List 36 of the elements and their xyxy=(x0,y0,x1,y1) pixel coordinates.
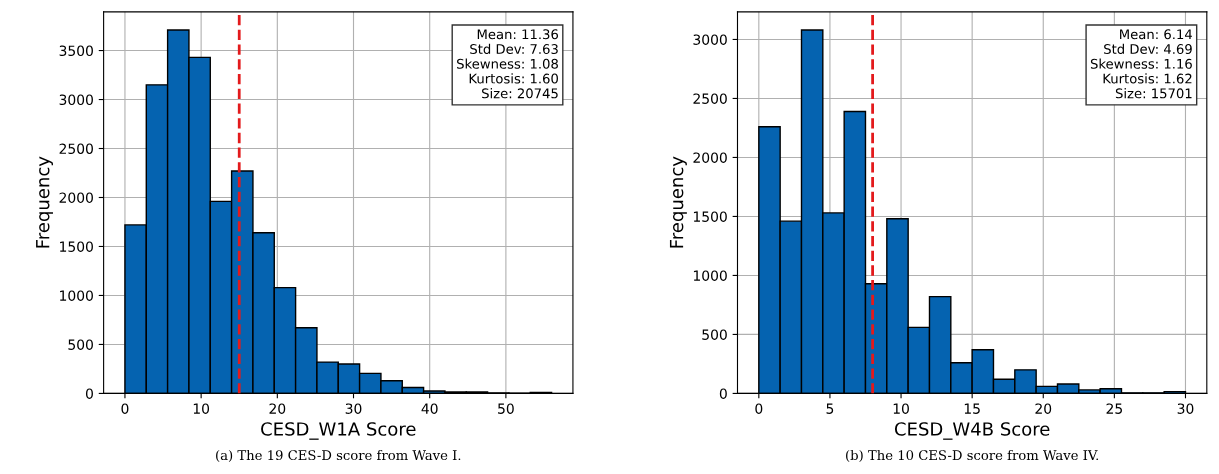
y-tick-label: 3000 xyxy=(693,34,727,45)
x-tick-label: 0 xyxy=(755,403,763,414)
y-tick-label: 0 xyxy=(85,388,93,399)
x-tick-label: 50 xyxy=(498,403,514,414)
y-axis-title: Frequency xyxy=(669,156,687,248)
x-tick-label: 25 xyxy=(1106,403,1122,414)
y-axis-title: Frequency xyxy=(36,156,53,248)
x-axis-title: CESD_W4B Score xyxy=(894,422,1050,440)
y-tick-label: 1500 xyxy=(60,241,93,252)
x-tick-label: 5 xyxy=(826,403,834,414)
y-tick-label: 1500 xyxy=(693,211,727,222)
x-tick-label: 40 xyxy=(421,403,438,414)
annotation: Mean: 11.36 Std Dev: 7.63 Skewness: 1.08 Kurtosis: 1.60 Size: 20745 xyxy=(457,29,559,99)
x-tick-label: 15 xyxy=(964,403,980,414)
x-tick-label: 0 xyxy=(121,403,129,414)
y-tick-label: 2500 xyxy=(59,143,93,154)
x-tick-label: 10 xyxy=(893,403,909,414)
y-tick-label: 0 xyxy=(719,388,727,399)
x-tick-label: 20 xyxy=(1035,403,1052,414)
y-tick-label: 2000 xyxy=(59,192,93,203)
x-tick-label: 20 xyxy=(269,403,286,414)
x-axis-title: CESD_W1A Score xyxy=(261,422,416,440)
x-tick-label: 30 xyxy=(1177,403,1194,414)
y-tick-label: 500 xyxy=(68,339,93,350)
y-tick-label: 2500 xyxy=(693,93,727,104)
x-tick-label: 10 xyxy=(193,403,210,414)
text: (b) The 10 CES-D score from Wave IV. xyxy=(846,449,1099,462)
y-tick-label: 1000 xyxy=(693,270,727,281)
text: (a) The 19 CES-D score from Wave I. xyxy=(216,449,461,462)
y-tick-label: 3000 xyxy=(59,94,93,105)
x-tick-label: 30 xyxy=(345,403,362,414)
y-tick-label: 3500 xyxy=(59,45,93,57)
y-tick-label: 1000 xyxy=(60,290,93,301)
annotation: Mean: 6.14 Std Dev: 4.69 Skewness: 1.16 Kurtosis: 1.62 Size: 15701 xyxy=(1090,29,1192,99)
y-tick-label: 2000 xyxy=(693,152,727,163)
y-tick-label: 500 xyxy=(702,329,727,340)
